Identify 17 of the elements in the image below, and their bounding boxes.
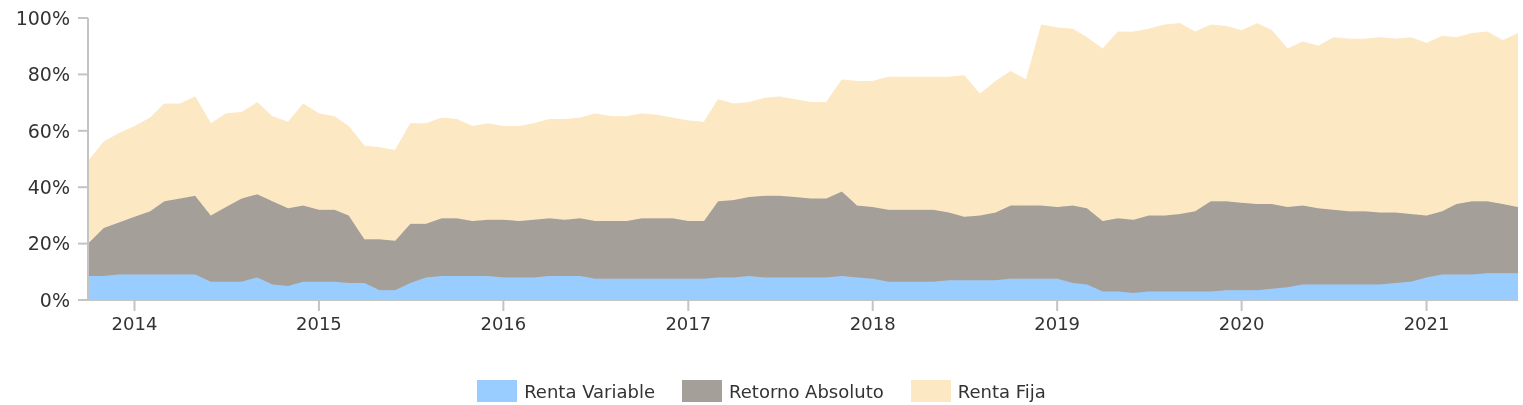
legend-label: Retorno Absoluto <box>729 380 884 402</box>
x-tick-label: 2020 <box>1218 312 1265 334</box>
x-tick-label: 2019 <box>1034 312 1081 334</box>
y-tick-label: 0% <box>39 288 70 311</box>
legend-label: Renta Variable <box>524 380 656 402</box>
y-tick-label: 60% <box>27 119 70 142</box>
x-tick-label: 2016 <box>480 312 527 334</box>
y-tick-label: 40% <box>27 175 70 198</box>
x-tick-label: 2014 <box>111 312 158 334</box>
y-tick-label: 20% <box>27 232 70 255</box>
x-tick-label: 2017 <box>665 312 712 334</box>
x-tick-label: 2018 <box>849 312 896 334</box>
x-tick-label: 2015 <box>296 312 342 334</box>
y-tick-label: 80% <box>27 63 70 86</box>
legend-label: Renta Fija <box>957 380 1046 402</box>
x-tick-label: 2021 <box>1403 312 1450 334</box>
y-tick-label: 100% <box>15 6 70 29</box>
